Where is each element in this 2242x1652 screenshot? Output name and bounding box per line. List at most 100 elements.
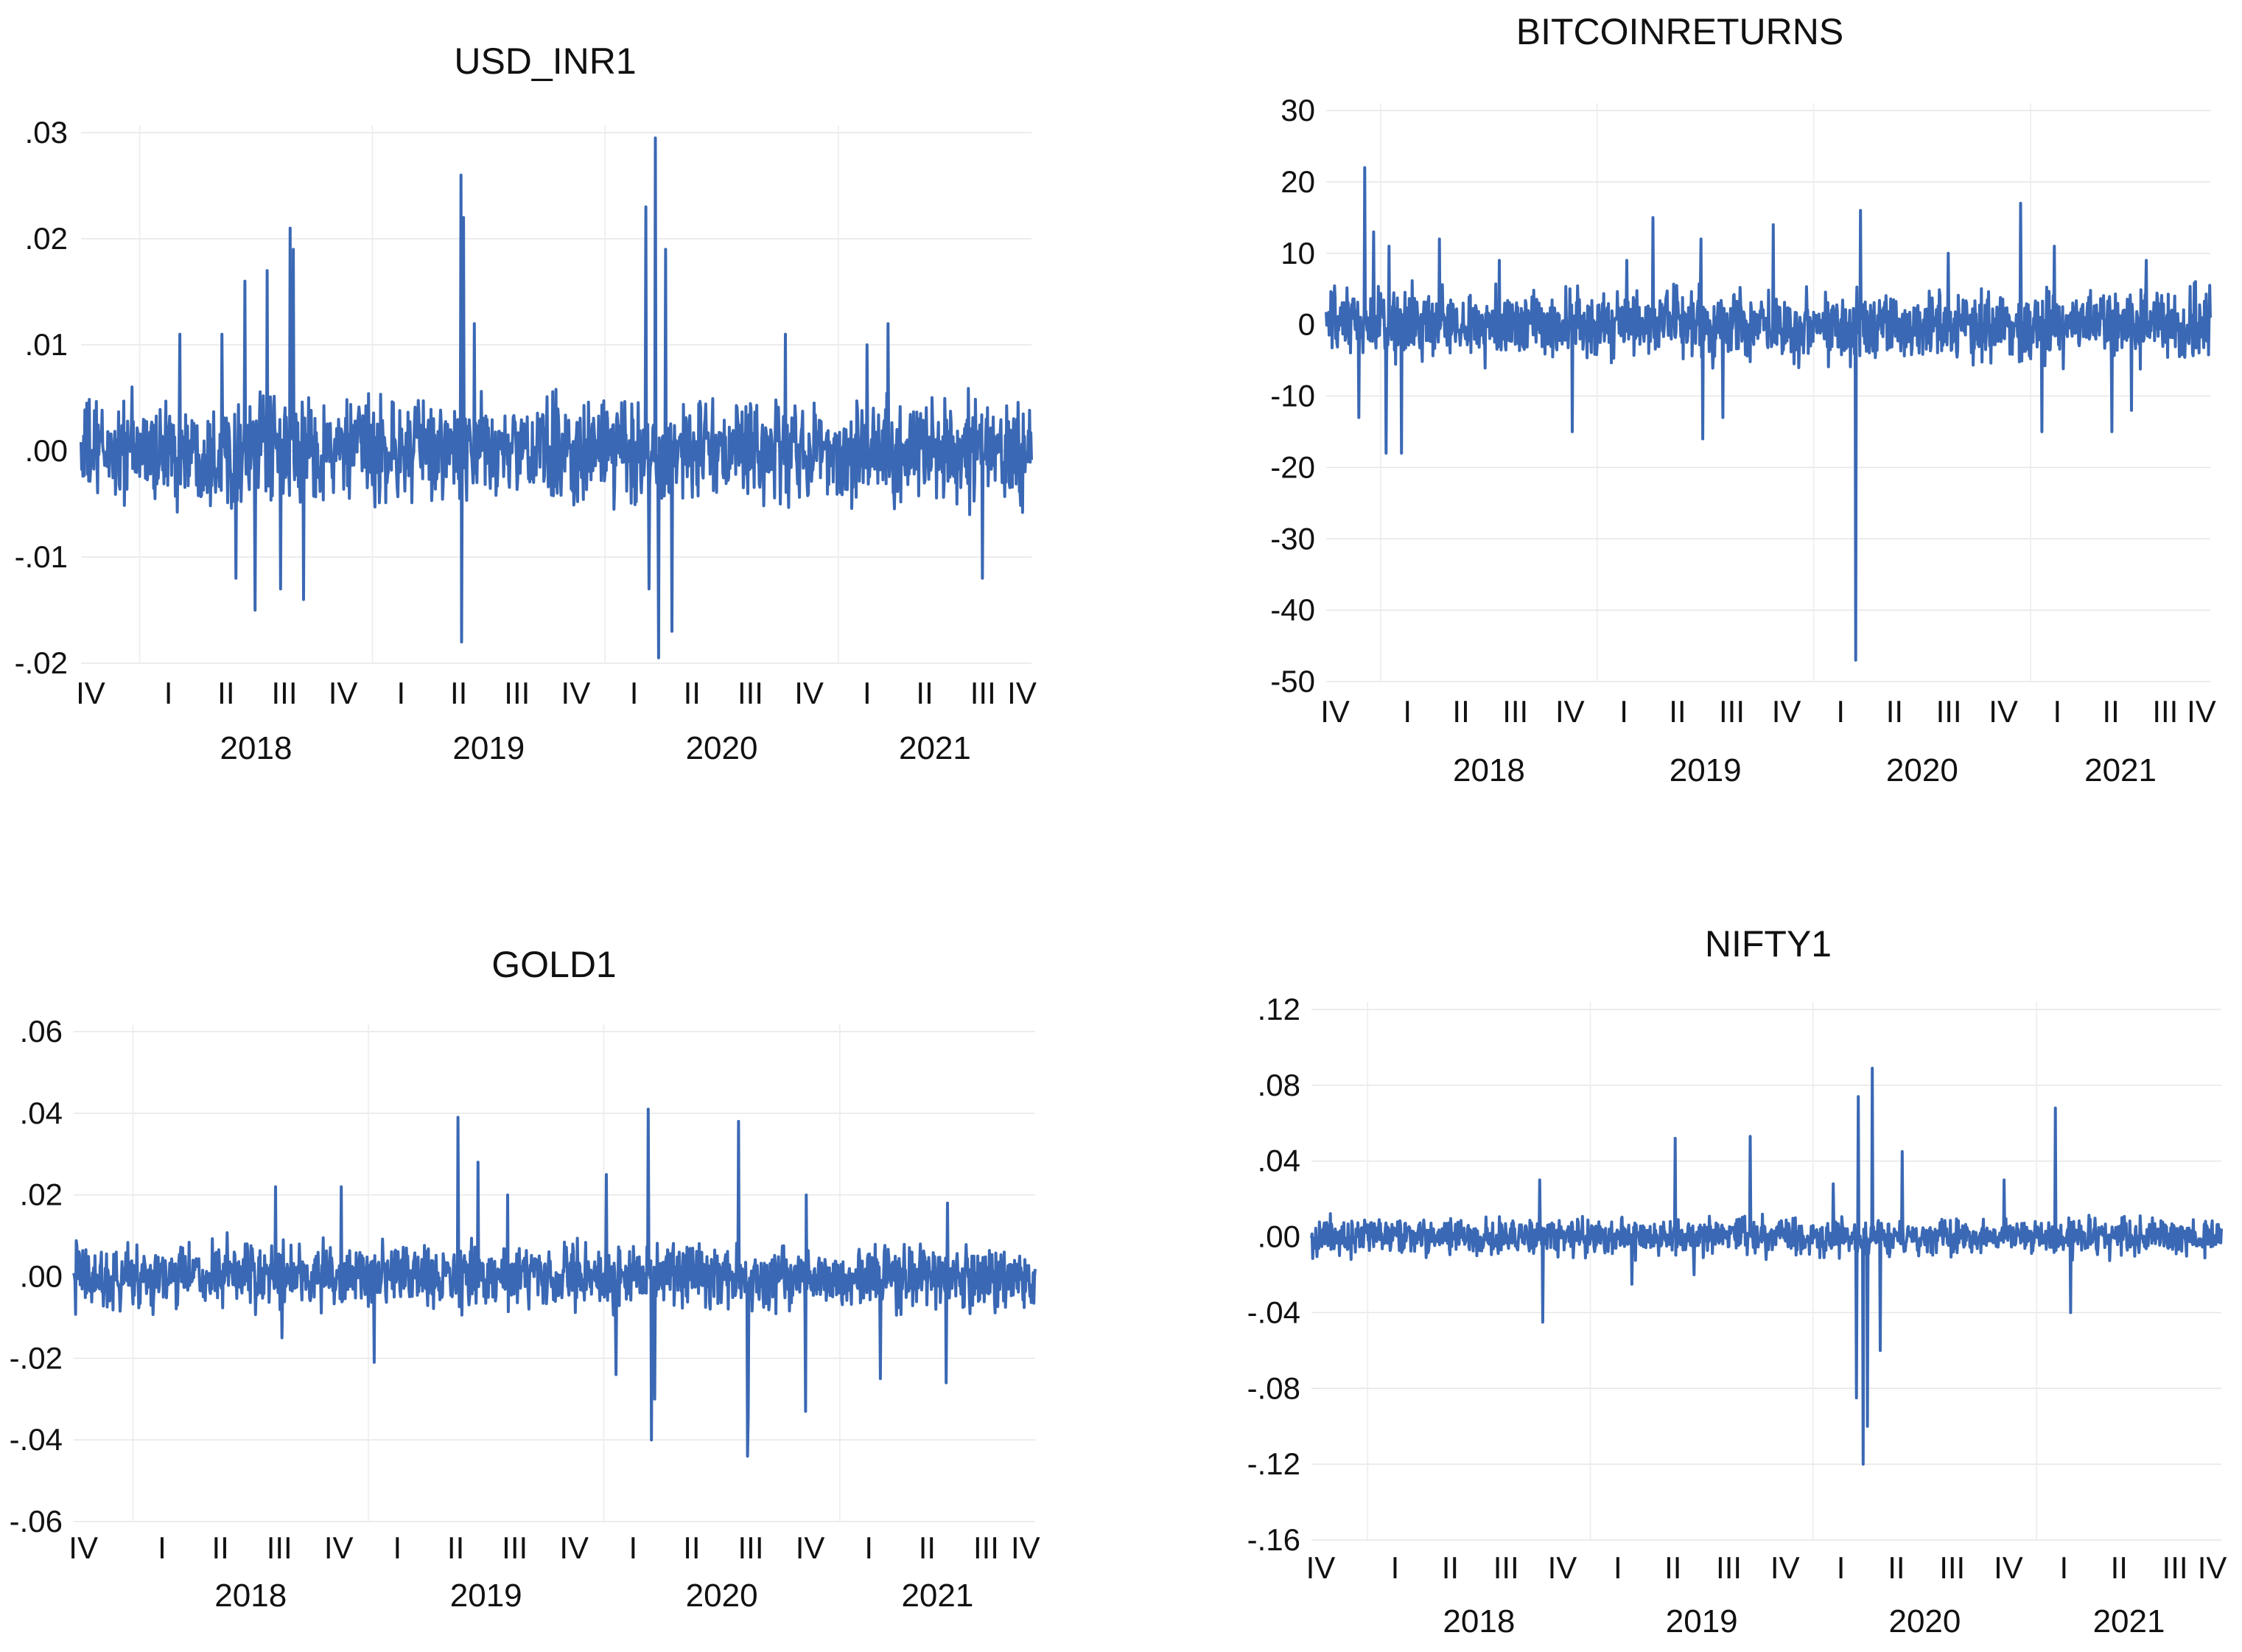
x-quarter-label: II bbox=[1669, 694, 1686, 729]
x-year-label: 2019 bbox=[452, 730, 525, 766]
x-quarter-label: I bbox=[1391, 1550, 1400, 1585]
x-quarter-label: III bbox=[504, 676, 530, 710]
chart-title: NIFTY1 bbox=[1705, 923, 1832, 965]
series-line bbox=[1325, 166, 2212, 662]
x-quarter-label: III bbox=[502, 1530, 528, 1565]
x-quarter-label: II bbox=[447, 1530, 464, 1565]
x-year-label: 2021 bbox=[2093, 1603, 2165, 1639]
x-quarter-label: I bbox=[1614, 1550, 1622, 1585]
x-quarter-label: IV bbox=[329, 676, 358, 710]
x-year-label: 2021 bbox=[899, 730, 971, 766]
x-quarter-label: I bbox=[1619, 694, 1628, 729]
y-tick-label: -.16 bbox=[1247, 1522, 1300, 1557]
y-tick-label: 0 bbox=[1298, 307, 1315, 342]
y-tick-label: -.02 bbox=[10, 1340, 63, 1375]
x-quarter-label: III bbox=[2152, 694, 2178, 729]
x-quarter-label: III bbox=[2162, 1550, 2188, 1585]
y-tick-label: -.08 bbox=[1247, 1371, 1300, 1405]
x-quarter-label: IV bbox=[796, 1530, 825, 1565]
x-quarter-label: III bbox=[1939, 1550, 1965, 1585]
x-quarter-label: I bbox=[164, 676, 173, 710]
x-axis-quarter-ticks: IV I II III IV I II III IV I II III IV I II III IV bbox=[69, 1530, 1040, 1565]
x-quarter-label: III bbox=[1716, 1550, 1742, 1585]
x-quarter-label: II bbox=[1888, 1550, 1905, 1585]
x-axis-year-labels: 2018 2019 2020 2021 bbox=[1453, 752, 2157, 788]
chart-title: BITCOINRETURNS bbox=[1516, 11, 1843, 52]
x-axis-quarter-ticks: IV I II III IV I II III IV I II III IV I II III IV bbox=[76, 676, 1037, 710]
x-quarter-label: II bbox=[211, 1530, 228, 1565]
y-tick-label: -10 bbox=[1270, 379, 1315, 413]
x-year-label: 2020 bbox=[686, 1578, 758, 1614]
x-quarter-label: II bbox=[1664, 1550, 1681, 1585]
x-quarter-label: I bbox=[158, 1530, 167, 1565]
y-tick-label: -.06 bbox=[10, 1504, 63, 1539]
y-tick-label: .00 bbox=[25, 433, 68, 468]
x-year-label: 2018 bbox=[1453, 752, 1525, 788]
x-year-label: 2019 bbox=[1670, 752, 1742, 788]
x-year-label: 2020 bbox=[1886, 752, 1958, 788]
nifty-chart: NIFTY1 .12.08.04.00-.04-.08-.12-.16 IV I I… bbox=[1247, 923, 2227, 1639]
x-quarter-label: III bbox=[271, 676, 297, 710]
x-axis-quarter-ticks: IV I II III IV I II III IV I II III IV I II III IV bbox=[1306, 1550, 2227, 1585]
series-line bbox=[1310, 1066, 2223, 1466]
x-quarter-label: II bbox=[1442, 1550, 1459, 1585]
x-quarter-label: IV bbox=[559, 1530, 589, 1565]
x-quarter-label: IV bbox=[794, 676, 824, 710]
x-quarter-label: I bbox=[2053, 694, 2062, 729]
bitcoin-returns-chart: BITCOINRETURNS 30 20 10 0 -10 -20 -30 -40 -50 IV… bbox=[1270, 11, 2215, 788]
y-tick-label: -20 bbox=[1270, 449, 1315, 484]
x-axis-quarter-ticks: IV I II III IV I II III IV I II III IV I II III IV bbox=[1320, 694, 2216, 729]
x-axis-year-labels: 2018 2019 2020 2021 bbox=[220, 730, 971, 766]
y-tick-label: -.04 bbox=[1247, 1295, 1300, 1329]
x-quarter-label: III bbox=[1493, 1550, 1519, 1585]
x-quarter-label: I bbox=[393, 1530, 402, 1565]
x-quarter-label: IV bbox=[1772, 694, 1801, 729]
x-quarter-label: II bbox=[2111, 1550, 2128, 1585]
gridlines bbox=[1311, 1002, 2221, 1541]
chart-title: USD_INR1 bbox=[454, 41, 636, 82]
x-quarter-label: I bbox=[1836, 694, 1845, 729]
x-year-label: 2021 bbox=[2084, 752, 2157, 788]
x-quarter-label: IV bbox=[1007, 676, 1037, 710]
x-year-label: 2018 bbox=[1443, 1603, 1515, 1639]
x-quarter-label: II bbox=[684, 676, 701, 710]
x-quarter-label: II bbox=[919, 1530, 936, 1565]
x-year-label: 2021 bbox=[901, 1578, 973, 1614]
y-axis-ticks: 30 20 10 0 -10 -20 -30 -40 -50 bbox=[1270, 93, 1315, 699]
x-quarter-label: IV bbox=[1320, 694, 1350, 729]
x-quarter-label: III bbox=[738, 1530, 764, 1565]
gridlines bbox=[1326, 103, 2210, 682]
x-quarter-label: I bbox=[630, 676, 639, 710]
y-tick-label: .00 bbox=[20, 1259, 63, 1294]
y-axis-ticks: .12 .08 .04 .00 -.04 -.08 -.12 -.16 bbox=[1247, 992, 1300, 1557]
x-quarter-label: IV bbox=[1548, 1550, 1577, 1585]
y-tick-label: 10 bbox=[1281, 236, 1315, 270]
x-quarter-label: IV bbox=[2198, 1550, 2227, 1585]
y-tick-label: 30 bbox=[1281, 93, 1315, 127]
x-quarter-label: III bbox=[973, 1530, 999, 1565]
x-quarter-label: IV bbox=[76, 676, 105, 710]
x-axis-year-labels: 2018 2019 2020 2021 bbox=[1443, 1603, 2165, 1639]
x-quarter-label: IV bbox=[1770, 1550, 1800, 1585]
y-tick-label: -40 bbox=[1270, 592, 1315, 627]
y-tick-label: .02 bbox=[25, 221, 68, 256]
x-quarter-label: IV bbox=[1555, 694, 1585, 729]
x-year-label: 2019 bbox=[1666, 1603, 1738, 1639]
x-quarter-label: II bbox=[217, 676, 234, 710]
x-quarter-label: I bbox=[396, 676, 405, 710]
x-year-label: 2019 bbox=[450, 1578, 522, 1614]
x-quarter-label: II bbox=[1886, 694, 1903, 729]
y-tick-label: .00 bbox=[1258, 1219, 1300, 1254]
x-quarter-label: IV bbox=[324, 1530, 354, 1565]
y-tick-label: -30 bbox=[1270, 521, 1315, 556]
gold-chart: GOLD1 .06.04.02.00-.02-.04-.06 IV I II III I… bbox=[10, 944, 1040, 1614]
x-quarter-label: III bbox=[1502, 694, 1528, 729]
y-tick-label: -.01 bbox=[15, 539, 68, 574]
x-year-label: 2018 bbox=[214, 1578, 287, 1614]
y-tick-label: -50 bbox=[1270, 664, 1315, 699]
y-tick-label: .08 bbox=[1258, 1068, 1300, 1102]
x-quarter-label: II bbox=[683, 1530, 700, 1565]
y-tick-label: .12 bbox=[1258, 992, 1300, 1026]
y-tick-label: -.12 bbox=[1247, 1446, 1300, 1481]
x-year-label: 2020 bbox=[1888, 1603, 1961, 1639]
